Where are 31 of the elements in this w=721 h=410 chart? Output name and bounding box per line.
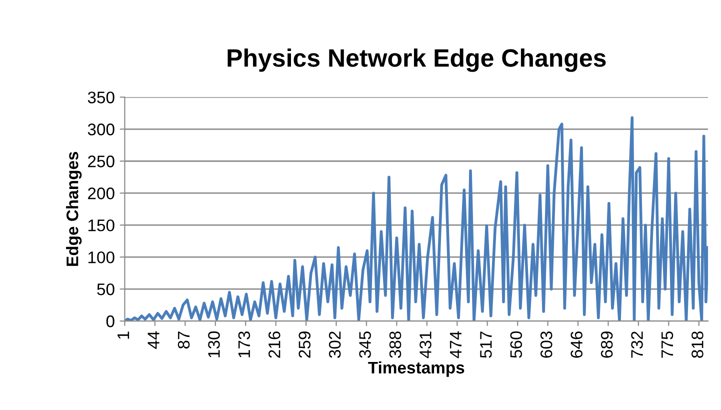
x-tick-label: 818 bbox=[692, 331, 704, 358]
x-tick-label: 1 bbox=[118, 332, 130, 339]
chart-title: Physics Network Edge Changes bbox=[228, 48, 606, 72]
x-tick-label: 689 bbox=[600, 332, 613, 358]
x-tick-label: 216 bbox=[268, 331, 280, 358]
x-tick-label: 87 bbox=[178, 332, 190, 349]
x-tick-label: 345 bbox=[359, 331, 371, 358]
x-tick-label: 173 bbox=[238, 331, 250, 358]
x-tick-label: 302 bbox=[328, 332, 341, 358]
x-tick-label: 732 bbox=[631, 332, 643, 358]
x-tick-label: 130 bbox=[208, 331, 220, 358]
x-tick-label: 259 bbox=[298, 332, 311, 358]
y-tick-label: 100 bbox=[88, 251, 114, 264]
x-tick-label: 560 bbox=[510, 331, 522, 358]
x-tick-label: 646 bbox=[570, 331, 582, 358]
y-tick-label: 350 bbox=[88, 92, 114, 104]
x-tick-label: 431 bbox=[420, 332, 432, 358]
x-tick-label: 517 bbox=[480, 332, 492, 358]
y-tick-label: 150 bbox=[88, 219, 114, 232]
x-tick-label: 388 bbox=[389, 331, 402, 358]
x-tick-label: 603 bbox=[540, 331, 552, 358]
y-axis-title: Edge Changes bbox=[66, 152, 82, 266]
x-tick-label: 44 bbox=[148, 331, 160, 349]
y-tick-label: 0 bbox=[106, 315, 114, 328]
y-tick-label: 50 bbox=[97, 283, 114, 296]
x-axis-title: Timestamps bbox=[368, 361, 464, 377]
x-tick-label: 474 bbox=[450, 331, 462, 358]
y-tick-label: 300 bbox=[88, 124, 114, 136]
y-tick-label: 250 bbox=[88, 156, 114, 168]
y-tick-label: 200 bbox=[88, 188, 114, 200]
x-tick-label: 775 bbox=[662, 331, 674, 358]
